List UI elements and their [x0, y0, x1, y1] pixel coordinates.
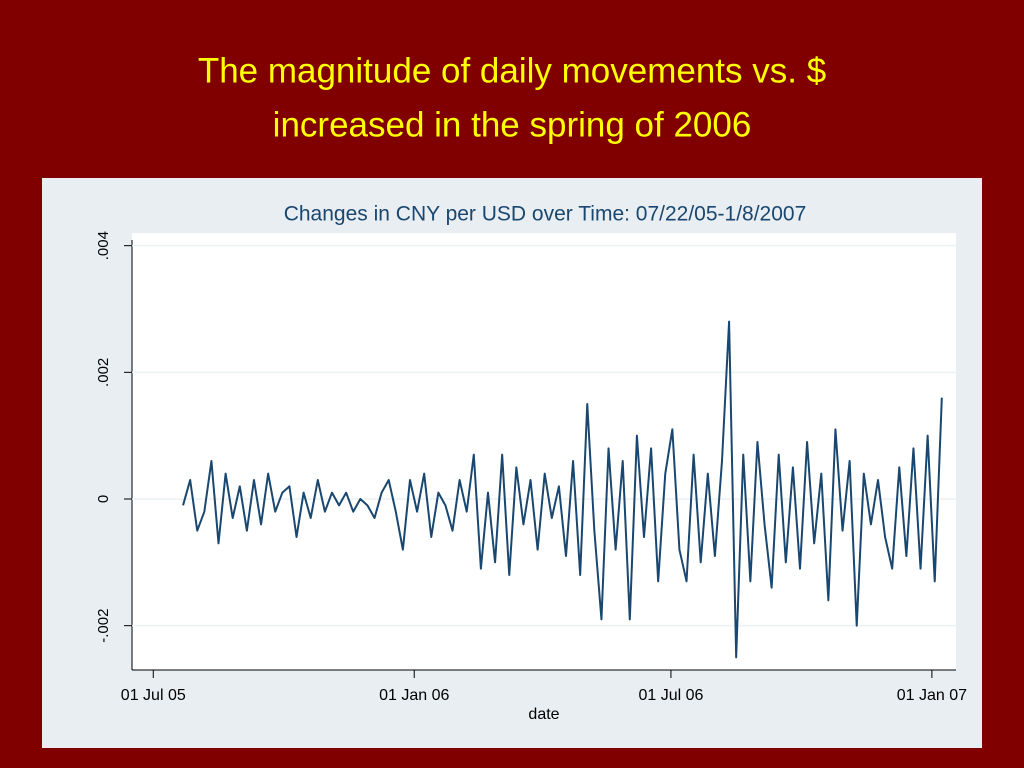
- x-tick-label: 01 Jul 05: [121, 687, 186, 704]
- data-line: [182, 320, 943, 659]
- chart-title: Changes in CNY per USD over Time: 07/22/…: [284, 203, 807, 226]
- y-tick-label: .004: [95, 231, 112, 260]
- y-tick-label: 0: [95, 495, 112, 503]
- slide-title: increased in the spring of 2006: [273, 105, 752, 144]
- x-axis-label: date: [528, 706, 559, 723]
- x-tick-label: 01 Jul 06: [638, 687, 703, 704]
- y-tick-label: -.002: [95, 609, 112, 643]
- slide-title: The magnitude of daily movements vs. $: [198, 51, 826, 90]
- x-tick-label: 01 Jan 06: [379, 687, 449, 704]
- y-tick-label: .002: [95, 358, 112, 387]
- x-tick-label: 01 Jan 07: [897, 687, 967, 704]
- plot-area: [132, 233, 956, 670]
